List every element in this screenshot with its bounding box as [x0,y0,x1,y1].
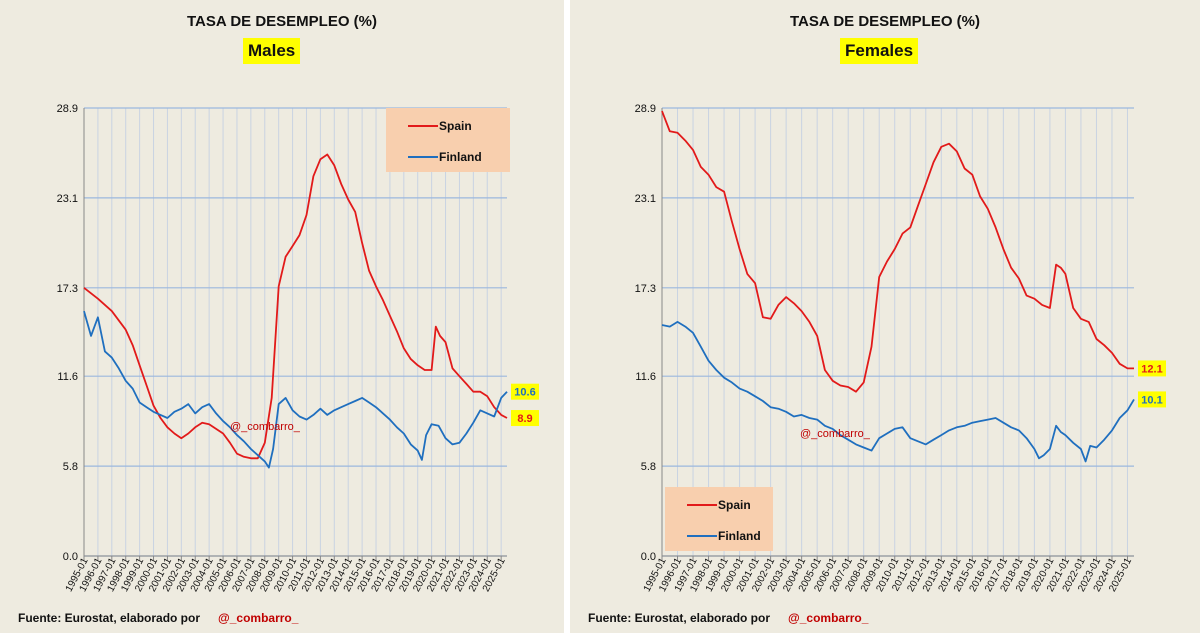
legend-label-finland: Finland [439,150,482,164]
footer-handle: @_combarro_ [218,611,299,625]
legend-box [665,487,773,551]
line-chart-males: 0.05.811.617.323.128.91995-011996-011997… [57,103,539,594]
chart-subtitle: Males [243,38,301,64]
chart-title: TASA DE DESEMPLEO (%) [186,13,377,30]
y-tick-label: 17.3 [635,283,656,295]
chart-panel-males: TASA DE DESEMPLEO (%) Males 0.0 5.8 11.6 17… [0,0,564,633]
end-label-box-finland [511,383,539,400]
end-label-finland: 10.6 [514,387,535,399]
end-label-finland: 10.1 [1141,394,1162,406]
y-tick-label: 23.1 [635,193,656,205]
y-tick-label: 5.8 [641,461,656,473]
series-line-spain [661,110,1134,393]
y-tick-label: 0.0 [641,551,656,563]
legend-label-finland: Finland [718,529,761,543]
plot-area [84,108,507,556]
footer-source: Fuente: Eurostat, elaborado por @_combarr… [18,611,298,625]
chart-subtitle: Females [840,38,919,64]
end-label-box-spain [1138,360,1166,377]
legend-label-spain: Spain [439,119,472,133]
footer-source: Fuente: Eurostat, elaborado por @_combarr… [588,611,868,625]
y-tick-label: 11.6 [57,371,78,383]
y-tick-label: 28.9 [57,103,78,115]
y-tick-label: 17.3 [57,283,78,295]
series-line-finland [661,320,1135,463]
end-label-box-spain [511,410,539,427]
chart-title: TASA DE DESEMPLEO (%) [789,13,980,30]
footer-source-text: Fuente: Eurostat, elaborado por [588,611,771,625]
plot-area [662,108,1134,556]
y-tick-label: 11.6 [635,371,656,383]
series-line-spain [83,153,508,460]
y-tick-label: 28.9 [635,103,656,115]
end-label-spain: 8.9 [517,413,532,425]
series-line-finland [83,310,508,469]
y-tick-label: 5.8 [63,461,78,473]
legend-label-spain: Spain [718,498,751,512]
line-chart-females: 0.05.811.617.323.128.91995-011996-011997… [635,103,1166,594]
footer-source-text: Fuente: Eurostat, elaborado por [18,611,201,625]
end-label-spain: 12.1 [1141,363,1162,375]
y-tick-label: 0.0 [63,551,78,563]
legend-box [386,108,510,172]
watermark-handle: @_combarro_ [800,428,871,440]
chart-panel-females: TASA DE DESEMPLEO (%) Females 0.0 5.8 11.6… [570,0,1200,633]
y-tick-label: 23.1 [57,193,78,205]
footer-handle: @_combarro_ [788,611,869,625]
watermark-handle: @_combarro_ [230,421,301,433]
end-label-box-finland [1138,391,1166,408]
panel-divider [564,0,570,633]
